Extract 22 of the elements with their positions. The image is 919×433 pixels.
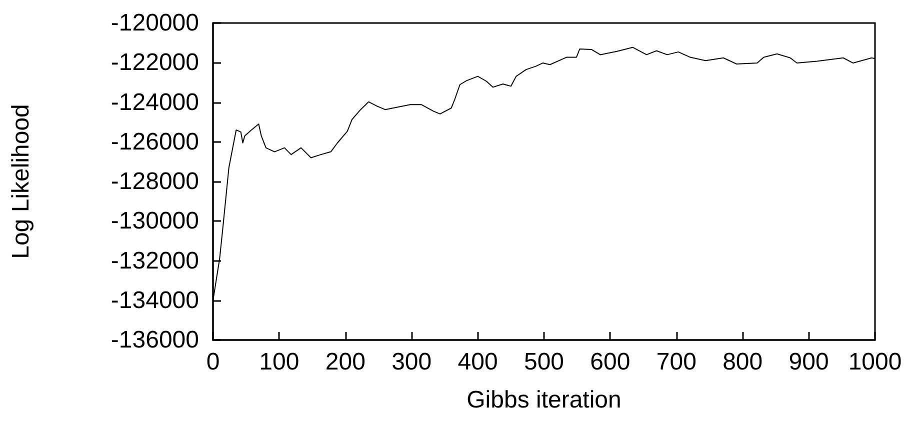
y-tick-label: -134000 (110, 286, 199, 314)
x-tick-label: 300 (392, 348, 432, 376)
y-tick-label: -128000 (110, 168, 199, 195)
y-tick-label: -120000 (110, 10, 199, 36)
x-tick-label: 1000 (848, 348, 902, 376)
x-axis-title: Gibbs iteration (466, 386, 622, 414)
x-tick-label: 800 (722, 348, 763, 376)
x-tick-label: 900 (788, 348, 829, 376)
x-tick-label: 700 (656, 348, 696, 376)
y-tick-label: -122000 (110, 49, 199, 76)
x-tick-label: 500 (524, 348, 564, 376)
y-tick-label: -126000 (110, 128, 199, 156)
x-tick-label: 200 (325, 348, 366, 376)
y-tick-label: -124000 (110, 88, 199, 116)
x-tick-label: 0 (206, 348, 220, 376)
x-tick-label: 400 (458, 348, 498, 376)
y-tick-label: -130000 (110, 208, 199, 235)
y-tick-label: -132000 (110, 247, 199, 274)
x-tick-label: 600 (590, 348, 630, 376)
y-axis-title: Log Likelihood (8, 104, 34, 259)
x-tick-label: 100 (259, 348, 300, 376)
y-tick-label: -136000 (110, 326, 199, 354)
